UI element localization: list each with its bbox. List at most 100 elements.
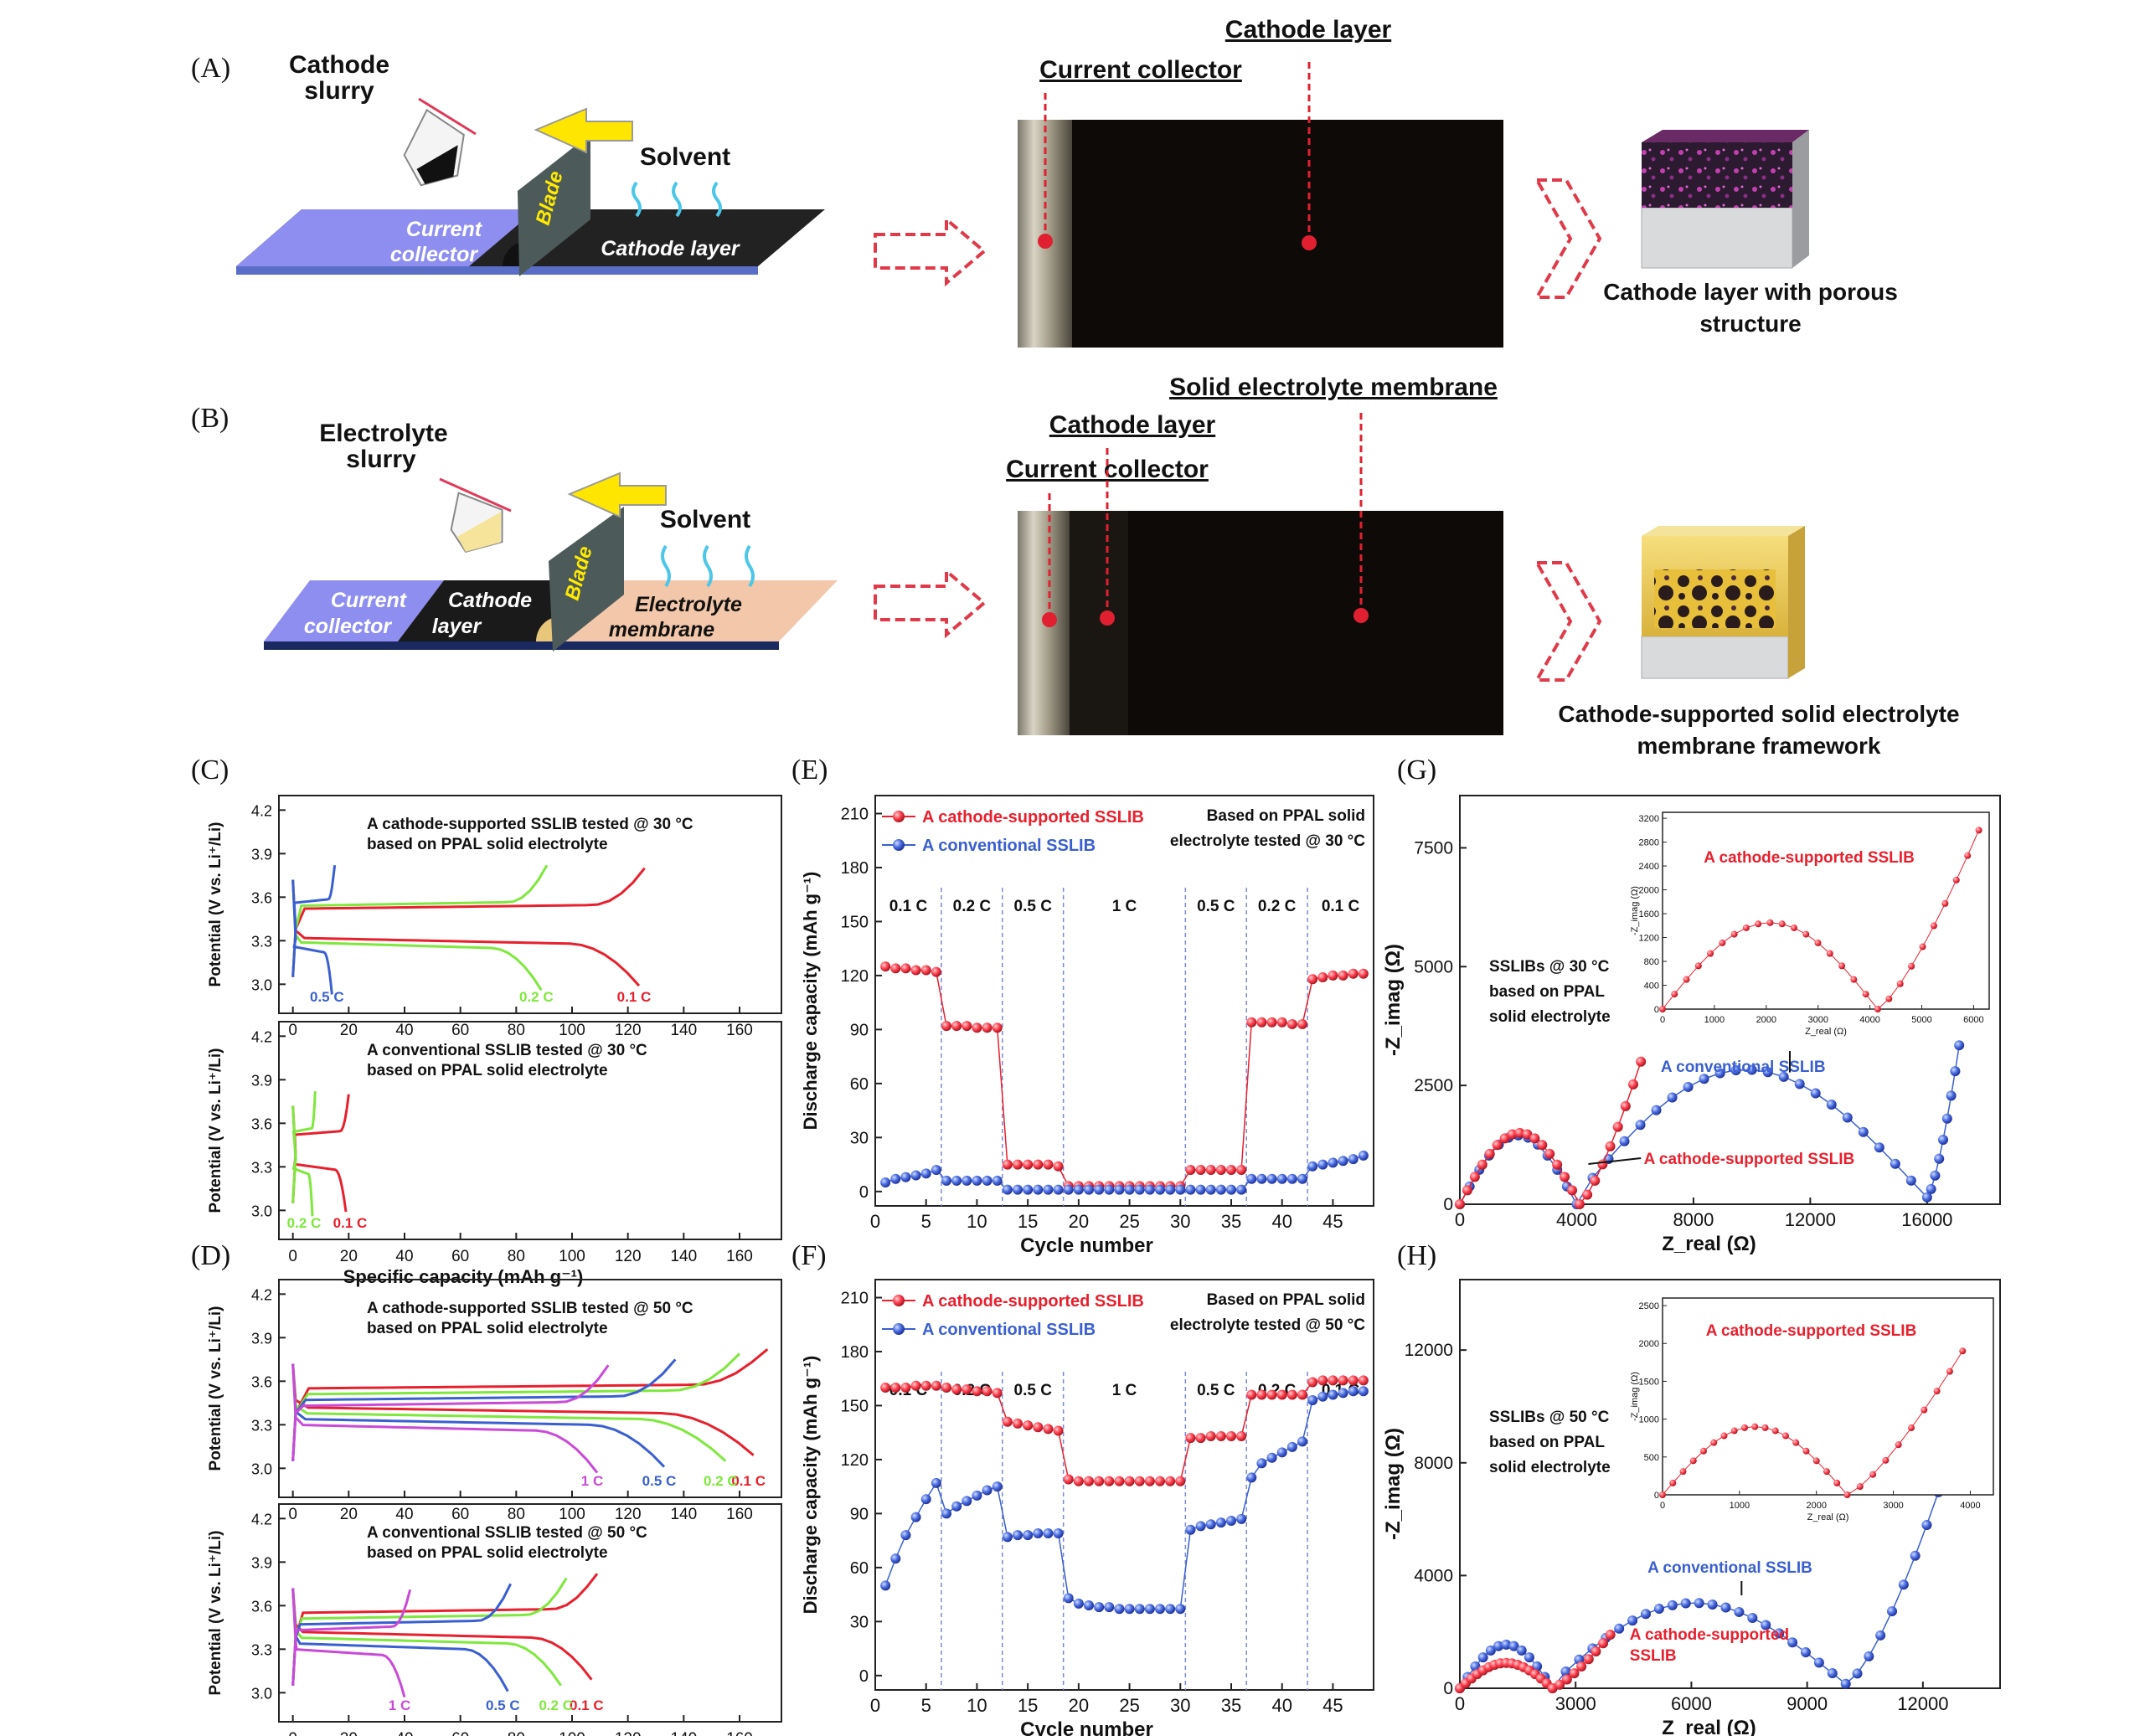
G-ann-conventional: A conventional SSLIB [1661,1059,1826,1076]
G-cathode-supported-point [1455,1199,1465,1209]
G-conventional-point [1842,1112,1853,1123]
E-ytick-label: 60 [850,1075,869,1094]
G-cathode-supported-point [1552,1159,1563,1170]
D-top-discharge-1C [291,1363,599,1474]
G-ytick-label: 2500 [1414,1076,1453,1095]
F-point [1134,1476,1145,1486]
G-note-2: solid electrolyte [1489,1008,1611,1026]
H-inset-xtick-label: 4000 [1960,1501,1980,1511]
slurry-pointer-a [418,97,477,136]
F-plot-frame [874,1279,1374,1691]
F-point [1276,1447,1287,1458]
F-point [1043,1424,1054,1435]
H-ytick-label: 12000 [1405,1341,1453,1360]
H-cathode-supported-point [1554,1679,1565,1690]
H-xtick-label: 3000 [1555,1693,1596,1714]
F-point [890,1553,901,1564]
C-top-plot-frame [278,795,782,1014]
H-inset-point [1699,1447,1707,1455]
H-note-1: based on PPAL [1489,1434,1605,1451]
F-point [992,1388,1003,1399]
G-inset-point [1755,920,1762,928]
D-top-label-0.5C: 0.5 C [642,1473,677,1489]
C-bottom-label-0.1C: 0.1 C [333,1215,368,1231]
H-conventional-point [1667,1599,1678,1610]
E-point [1338,970,1348,981]
C-top-ytick-label: 3.9 [251,846,272,863]
E-point [1144,1184,1155,1195]
vapor-a3 [712,181,722,218]
porous-cube-a [1641,130,1809,269]
E-point [1063,1184,1074,1195]
F-point [1094,1476,1105,1486]
E-xtick-label: 20 [1069,1211,1089,1232]
E-point [1023,1159,1034,1170]
D-bottom-discharge-0.5C [291,1588,509,1692]
chevron-b [1534,561,1602,682]
E-point [880,1177,891,1188]
G-xtick-label: 0 [1455,1209,1465,1230]
H-conventional-point [1516,1645,1527,1656]
F-point [1033,1422,1044,1433]
H-inset-ytick-label: 0 [1654,1491,1659,1501]
H-inset-ytick-label: 2000 [1639,1339,1659,1349]
F-point [920,1380,931,1391]
G-inset-point [1952,876,1960,883]
F-point [1195,1433,1206,1444]
flow-arrow-b [874,567,987,639]
F-point [931,1477,941,1488]
E-legend-marker-0 [893,811,905,822]
G-inset-point [1694,962,1702,970]
E-point [1256,1017,1267,1028]
H-cathode-supported-point [1576,1661,1587,1672]
C-bottom-ytick-label: 3.3 [251,1159,272,1176]
G-inset-point [1730,930,1738,938]
F-rate-label: 0.5 C [1197,1382,1235,1399]
E-point [1246,1173,1257,1184]
G-conventional-point [1938,1134,1949,1145]
E-point [992,1175,1003,1186]
E-xtick-label: 45 [1322,1211,1343,1232]
slurry-label-a2: slurry [304,77,374,105]
F-point [962,1496,972,1507]
E-xlabel: Cycle number [1020,1234,1153,1257]
G-inset-point [1719,939,1726,946]
G-inset-xtick-label: 3000 [1807,1015,1828,1025]
C-bottom-ytick-label: 3.9 [251,1072,272,1089]
E-point [1256,1173,1267,1184]
F-xtick-label: 40 [1271,1695,1292,1716]
E-point [1317,972,1328,983]
H-inset-point [1882,1456,1890,1464]
F-point [1053,1528,1064,1539]
F-point [1358,1386,1369,1397]
F-point [1155,1476,1165,1486]
E-xtick-label: 40 [1271,1211,1292,1232]
D-top-discharge-0.2C [291,1363,727,1462]
E-point [910,965,921,976]
E-rate-label: 0.1 C [889,898,928,915]
D-bottom-label-0.2C: 0.2 C [539,1697,573,1713]
G-conventional-point [1941,1113,1952,1124]
H-inset-point [1833,1479,1841,1486]
G-cathode-supported-point [1628,1079,1639,1090]
G-inset-xtick-label: 4000 [1859,1015,1879,1025]
collector-label-b1: Current [331,589,408,612]
F-point [1286,1389,1297,1400]
D-bottom-charge-0.2C [291,1577,568,1686]
F-point [1185,1524,1196,1535]
H-conventional-point [1827,1668,1838,1679]
F-point [920,1494,931,1505]
G-inset-point [1766,919,1774,926]
D-top-xtick-label: 60 [451,1506,469,1523]
C-bottom-xtick-label: 20 [340,1248,358,1265]
C-bottom-xtick-label: 40 [395,1248,413,1265]
C-top-label-0.5C: 0.5 C [310,989,344,1005]
E-point [962,1021,972,1032]
E-xtick-label: 10 [967,1211,987,1232]
F-note-1: Based on PPAL solid [1207,1291,1365,1309]
C-bottom-plot-frame [278,1021,782,1240]
slurry-b [457,512,502,552]
H-inset-point [1792,1439,1800,1446]
photo-b-cathode [1070,511,1128,735]
G-inset-ytick-label: 800 [1644,957,1659,967]
